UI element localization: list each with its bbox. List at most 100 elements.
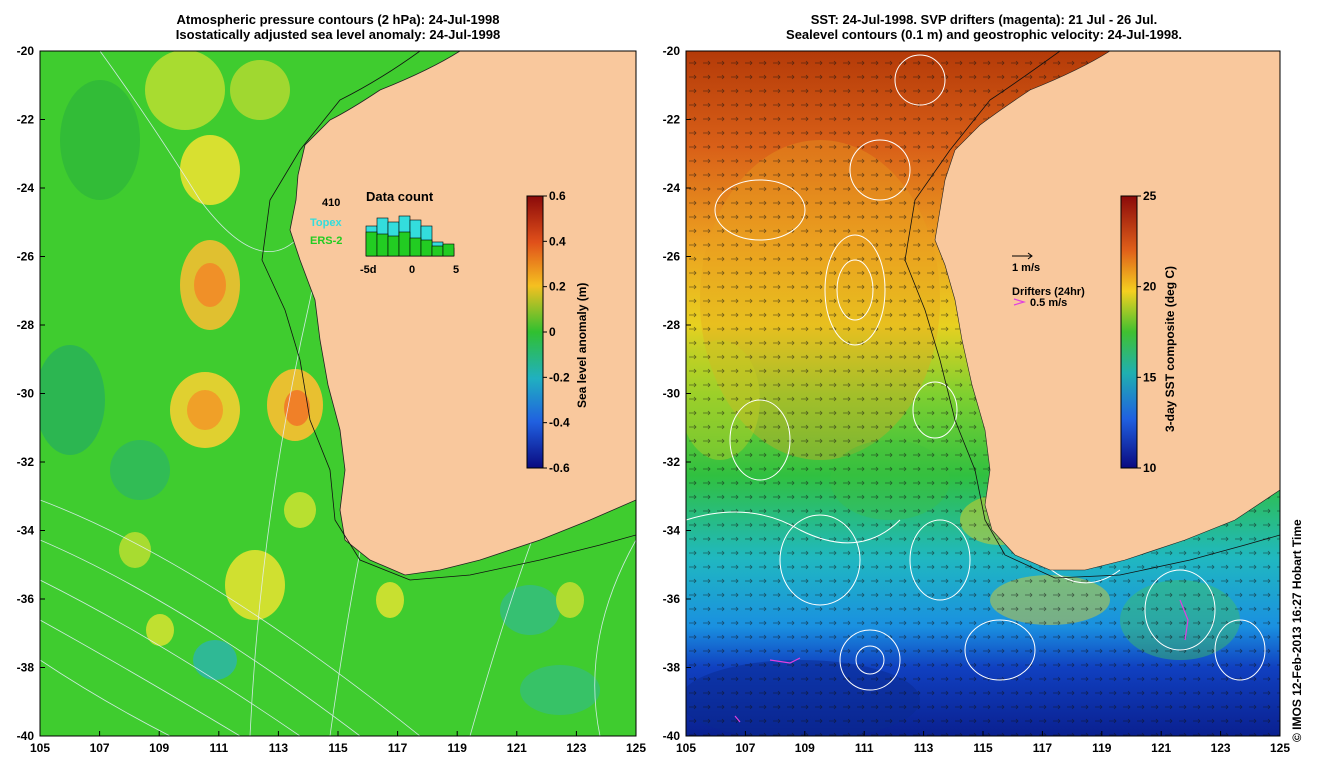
colorbar-tick-label: 20 bbox=[1143, 280, 1157, 294]
lon-tick-label: 107 bbox=[90, 741, 110, 755]
lon-tick-label: 109 bbox=[795, 741, 815, 755]
right-title-line2: Sealevel contours (0.1 m) and geostrophi… bbox=[786, 27, 1182, 42]
lat-tick-label: -28 bbox=[663, 318, 681, 332]
lat-tick-label: -36 bbox=[663, 592, 681, 606]
lon-tick-label: 121 bbox=[507, 741, 527, 755]
australia-land-left bbox=[289, 51, 636, 576]
left-title-line2: Isostatically adjusted sea level anomaly… bbox=[175, 27, 501, 42]
colorbar-tick-label: 25 bbox=[1143, 189, 1157, 203]
velocity-arrow-icon bbox=[1012, 252, 1033, 260]
lon-tick-label: 117 bbox=[1033, 741, 1053, 755]
continental-shelf-right bbox=[904, 51, 1280, 579]
lon-tick-label: 117 bbox=[388, 741, 408, 755]
colorbar-tick-label: 0.6 bbox=[549, 189, 566, 203]
colorbar-tick-label: 0 bbox=[549, 325, 556, 339]
drifters-label: Drifters (24hr) bbox=[1012, 286, 1085, 298]
hist-tick-0: 0 bbox=[409, 264, 415, 276]
australia-land-right bbox=[934, 51, 1280, 571]
data-count-inset: 410 Data count Topex ERS-2 -5d 0 5 bbox=[310, 189, 459, 276]
hist-tick-neg5d: -5d bbox=[360, 264, 377, 276]
velocity-key-label: 1 m/s bbox=[1012, 262, 1040, 274]
lon-tick-label: 119 bbox=[448, 741, 468, 755]
credit-text: © IMOS 12-Feb-2013 16:27 Hobart Time bbox=[1290, 519, 1304, 742]
lat-tick-label: -20 bbox=[17, 44, 35, 58]
data-count-title: Data count bbox=[366, 189, 434, 204]
lat-tick-label: -30 bbox=[663, 387, 681, 401]
colorbar-tick-label: -0.6 bbox=[549, 461, 570, 475]
ers-bar bbox=[431, 245, 444, 257]
lon-tick-label: 119 bbox=[1092, 741, 1112, 755]
lat-tick-label: -40 bbox=[17, 729, 35, 743]
continental-shelf-left bbox=[261, 51, 636, 581]
left-map bbox=[40, 51, 636, 736]
lon-tick-label: 111 bbox=[855, 741, 874, 755]
lat-tick-label: -20 bbox=[663, 44, 681, 58]
topex-label: Topex bbox=[310, 217, 342, 229]
lat-tick-label: -28 bbox=[17, 318, 35, 332]
lat-tick-label: -30 bbox=[17, 387, 35, 401]
left-colorbar: 0.6 0.4 0.2 0 -0.2 -0.4 -0.6 Sea level anomaly… bbox=[526, 189, 589, 475]
lon-tick-label: 121 bbox=[1151, 741, 1171, 755]
colorbar-tick-label: 0.2 bbox=[549, 280, 566, 294]
colorbar-tick-label: -0.4 bbox=[549, 416, 570, 430]
sea-level-anomaly-field bbox=[40, 51, 600, 715]
colorbar-tick-label: 0.4 bbox=[549, 234, 566, 248]
svp-drifter-tracks bbox=[734, 599, 1189, 723]
lat-tick-label: -38 bbox=[17, 661, 35, 675]
lat-tick-label: -26 bbox=[663, 250, 681, 264]
colorbar-tick-label: 10 bbox=[1143, 461, 1157, 475]
ers-bar bbox=[442, 243, 455, 257]
hist-tick-5: 5 bbox=[453, 264, 459, 276]
lat-tick-label: -26 bbox=[17, 250, 35, 264]
lon-tick-label: 113 bbox=[914, 741, 934, 755]
left-panel-title: Atmospheric pressure contours (2 hPa): 2… bbox=[40, 12, 636, 42]
lon-tick-label: 123 bbox=[1211, 741, 1231, 755]
lon-tick-label: 125 bbox=[1270, 741, 1290, 755]
lat-tick-label: -40 bbox=[663, 729, 681, 743]
left-title-line1: Atmospheric pressure contours (2 hPa): 2… bbox=[176, 12, 500, 27]
ers-label: ERS-2 bbox=[310, 235, 342, 247]
data-count-max: 410 bbox=[322, 197, 340, 209]
lon-tick-label: 115 bbox=[328, 741, 348, 755]
ers-bar bbox=[387, 235, 400, 257]
right-map bbox=[686, 51, 1280, 736]
lat-tick-label: -24 bbox=[17, 181, 35, 195]
sealevel-contours bbox=[686, 54, 1266, 691]
right-colorbar: 25 20 15 10 3-day SST composite (deg C) bbox=[1120, 189, 1177, 475]
lon-tick-label: 105 bbox=[676, 741, 696, 755]
lon-tick-label: 107 bbox=[735, 741, 755, 755]
right-colorbar-label: 3-day SST composite (deg C) bbox=[1163, 266, 1177, 432]
drifter-arrow-icon bbox=[1013, 298, 1027, 306]
lon-tick-label: 123 bbox=[566, 741, 586, 755]
velocity-key: 1 m/s Drifters (24hr) 0.5 m/s bbox=[1012, 252, 1085, 309]
ers-bar bbox=[376, 233, 389, 257]
colorbar-tick-label: 15 bbox=[1143, 370, 1157, 384]
ers-bar bbox=[409, 237, 422, 257]
lat-tick-label: -24 bbox=[663, 181, 681, 195]
lon-tick-label: 105 bbox=[30, 741, 50, 755]
left-colorbar-label: Sea level anomaly (m) bbox=[575, 283, 589, 408]
lat-tick-label: -34 bbox=[17, 524, 35, 538]
lon-tick-label: 111 bbox=[209, 741, 228, 755]
lat-tick-label: -32 bbox=[663, 455, 681, 469]
lat-tick-label: -32 bbox=[17, 455, 35, 469]
lat-tick-label: -34 bbox=[663, 524, 681, 538]
colorbar-tick-label: -0.2 bbox=[549, 370, 570, 384]
right-title-line1: SST: 24-Jul-1998. SVP drifters (magenta)… bbox=[810, 12, 1158, 27]
ers-bar bbox=[365, 231, 378, 257]
right-panel-title: SST: 24-Jul-1998. SVP drifters (magenta)… bbox=[686, 12, 1282, 42]
lon-tick-label: 115 bbox=[973, 741, 993, 755]
data-count-histogram bbox=[365, 215, 455, 257]
ers-bar bbox=[398, 231, 411, 257]
lon-tick-label: 109 bbox=[149, 741, 169, 755]
lat-tick-label: -36 bbox=[17, 592, 35, 606]
lon-tick-label: 113 bbox=[269, 741, 289, 755]
drifters-speed-label: 0.5 m/s bbox=[1030, 297, 1067, 309]
lat-tick-label: -22 bbox=[17, 113, 35, 127]
ers-bar bbox=[420, 239, 433, 257]
lat-tick-label: -22 bbox=[663, 113, 681, 127]
lon-tick-label: 125 bbox=[626, 741, 646, 755]
lat-tick-label: -38 bbox=[663, 661, 681, 675]
